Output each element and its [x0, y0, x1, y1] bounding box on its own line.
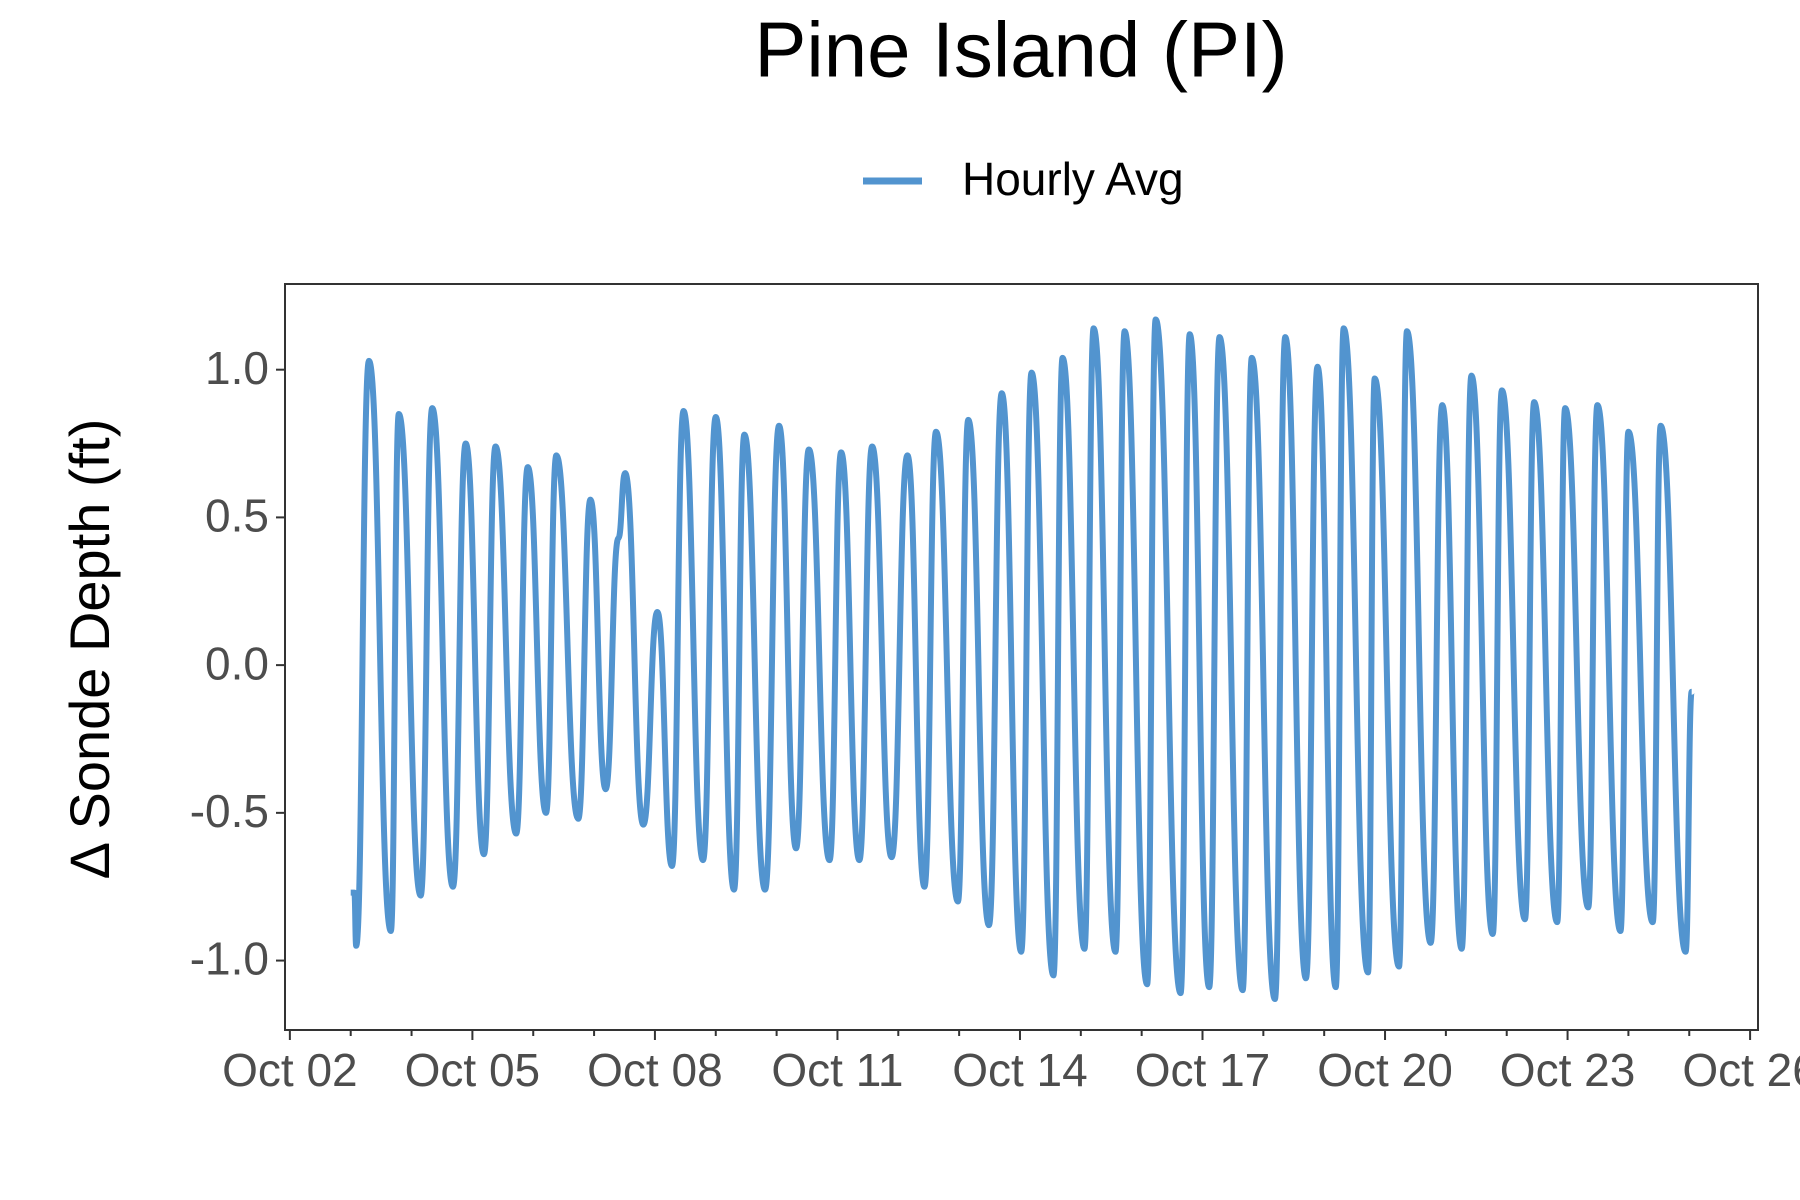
data-line — [350, 316, 1695, 1002]
x-tick-label: Oct 26 — [1682, 1044, 1800, 1096]
y-tick-label: 1.0 — [205, 342, 269, 394]
x-tick-label: Oct 05 — [405, 1044, 541, 1096]
x-tick-label: Oct 23 — [1500, 1044, 1636, 1096]
x-tick-label: Oct 11 — [771, 1044, 903, 1096]
x-tick-label: Oct 08 — [587, 1044, 723, 1096]
y-tick-label: -1.0 — [190, 933, 269, 985]
y-tick-label: -0.5 — [190, 785, 269, 837]
plot-frame — [284, 283, 1759, 1031]
x-tick-label: Oct 02 — [222, 1044, 358, 1096]
x-tick-label: Oct 14 — [952, 1044, 1088, 1096]
y-tick-label: 0.5 — [205, 490, 269, 542]
y-tick-label: 0.0 — [205, 637, 269, 689]
x-tick-label: Oct 20 — [1317, 1044, 1453, 1096]
chart-title: Pine Island (PI) — [754, 6, 1287, 94]
x-tick-label: Oct 17 — [1135, 1044, 1271, 1096]
y-axis-title: Δ Sonde Depth (ft) — [58, 419, 121, 880]
legend-label: Hourly Avg — [962, 153, 1184, 205]
